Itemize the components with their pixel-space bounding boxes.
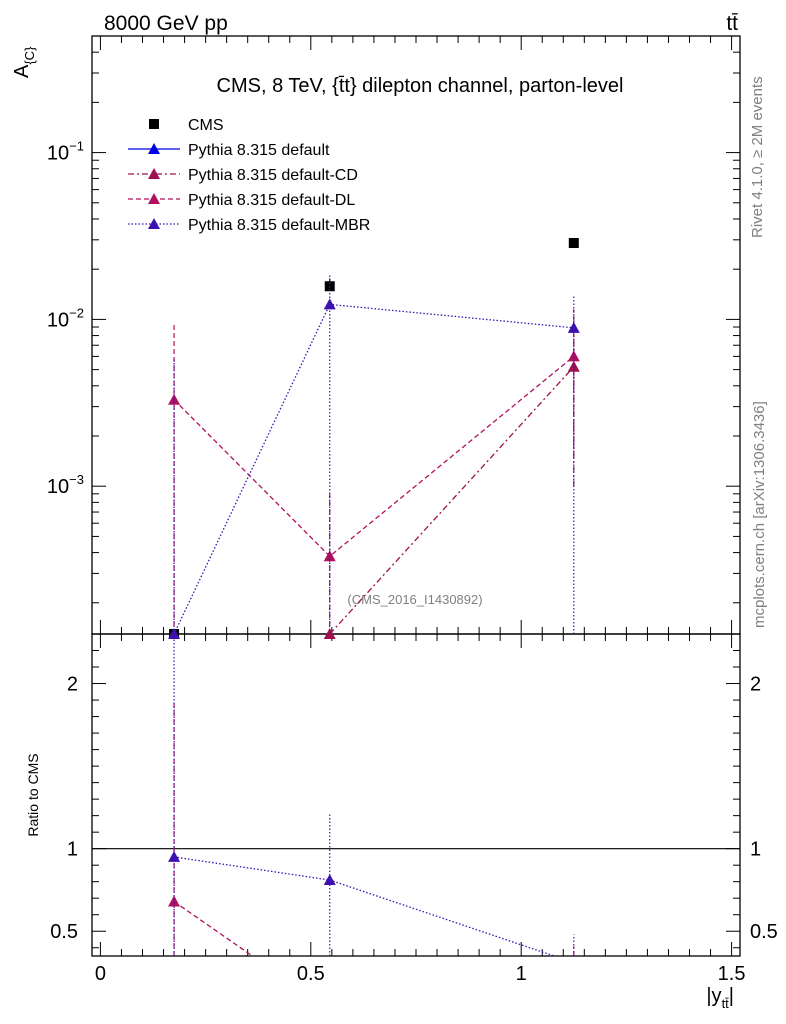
y-tick-label: 10−3 <box>47 472 84 498</box>
ratio-tick-label-right: 0.5 <box>750 921 778 943</box>
series-line <box>173 355 575 558</box>
x-axis-label-end: | <box>729 985 734 1007</box>
legend-entry: Pythia 8.315 default-DL <box>188 192 355 209</box>
data-point <box>567 321 580 333</box>
series-line <box>173 303 574 635</box>
y-tick-label-exp: −1 <box>69 139 84 154</box>
y-tick-label-exp: −2 <box>69 305 84 320</box>
ratio-tick-label: 1 <box>67 839 78 861</box>
ratio-line <box>173 856 555 957</box>
ratio-point <box>168 850 181 862</box>
data-point <box>168 628 181 639</box>
ratio-panel-frame <box>91 633 741 957</box>
legend-entry: Pythia 8.315 default-CD <box>188 167 358 184</box>
ratio-tick-label-right: 2 <box>750 674 761 696</box>
analysis-tag: (CMS_2016_I1430892) <box>347 592 482 607</box>
legend-marker <box>148 143 160 154</box>
x-tick-label: 0.5 <box>297 963 325 985</box>
plot-area: 0 0.5 1 1.5|ytt̄| 10−1 10−2 10−3 A{C} 0.5 0.5 1 1 2 2… <box>11 35 778 1011</box>
legend-entry: Pythia 8.315 default-MBR <box>188 217 370 234</box>
legend-entry: CMS <box>188 117 224 134</box>
y-tick-label-exp: −3 <box>69 472 84 487</box>
rivet-label: Rivet 4.1.0, ≥ 2M events <box>749 76 766 238</box>
data-point <box>567 350 580 362</box>
ratio-axis-label: Ratio to CMS <box>25 753 41 836</box>
process-label: tt̄ <box>726 12 738 35</box>
legend-marker <box>148 168 160 179</box>
ratio-tick-label-right: 1 <box>750 839 761 861</box>
mcplots-label: mcplots.cern.ch [arXiv:1306.3436] <box>751 401 768 628</box>
ratio-point <box>323 874 336 886</box>
data-point <box>323 298 336 310</box>
y-tick-label: 10−2 <box>47 305 84 331</box>
x-axis-label: |ytt̄| <box>706 985 734 1011</box>
ratio-line <box>173 900 253 957</box>
y-axis-label-sub: {C} <box>22 46 37 65</box>
legend-marker <box>148 218 160 229</box>
legend-entry: Pythia 8.315 default <box>188 142 330 159</box>
y-axis-label: A{C} <box>11 46 37 78</box>
legend-marker <box>149 119 159 129</box>
legend-marker <box>148 193 160 204</box>
series-line <box>329 366 575 635</box>
ratio-tick-label: 2 <box>67 674 78 696</box>
y-tick-label: 10−1 <box>47 139 84 165</box>
x-tick-label: 1.5 <box>718 963 746 985</box>
data-point <box>568 238 579 249</box>
x-tick-label: 1 <box>516 963 527 985</box>
x-tick-label: 0 <box>95 963 106 985</box>
x-axis-label-sub: tt̄ <box>722 996 730 1011</box>
energy-label: 8000 GeV pp <box>104 12 228 35</box>
ratio-point <box>168 895 181 907</box>
chart-title: CMS, 8 TeV, {t̄t} dilepton channel, part… <box>217 75 624 97</box>
ratio-tick-label: 0.5 <box>50 921 78 943</box>
